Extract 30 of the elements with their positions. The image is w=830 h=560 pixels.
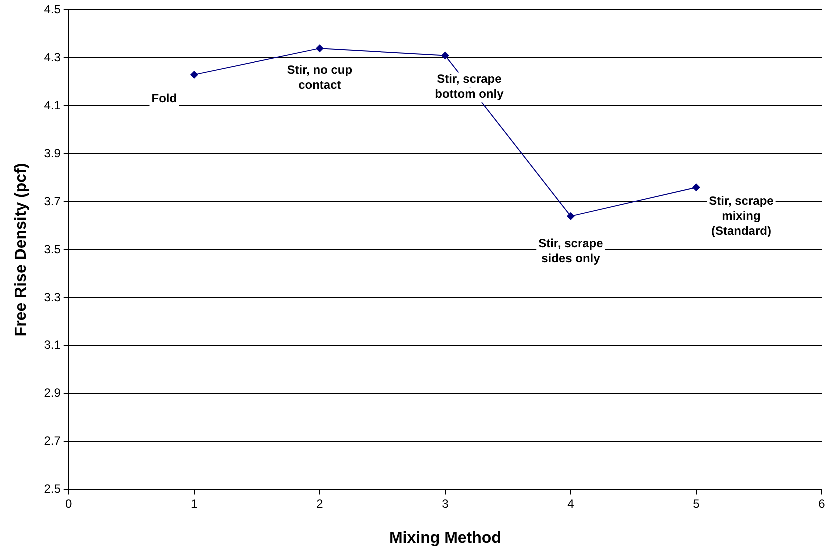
y-tick-label: 4.5 [44,2,62,17]
x-tick-label: 0 [66,497,73,512]
point [692,184,700,192]
x-axis-title: Mixing Method [389,530,502,547]
point [190,70,198,79]
y-tick-label: 4.1 [44,98,62,112]
point [316,44,324,53]
y-tick-label: 3.3 [44,290,62,304]
annotation: Fold [152,91,178,106]
annotation: Stir, scrape bottom only [435,72,504,102]
y-tick-label: 3.1 [44,338,62,352]
point [441,52,450,60]
x-tick-label: 2 [316,497,324,512]
annotation: Stir, no cup contact [287,62,353,92]
x-tick-label: 4 [568,497,575,512]
point [566,212,575,220]
x-tick-label: 6 [818,497,826,512]
x-tick-label: 5 [693,497,700,512]
y-tick-label: 3.7 [44,194,62,208]
y-axis-title: Free Rise Density (pcf) [13,163,30,337]
y-tick-label: 2.5 [44,482,62,496]
x-tick-label: 1 [191,497,198,512]
y-tick-label: 3.9 [44,146,62,160]
y-tick-label: 2.9 [44,386,62,400]
y-tick-label: 2.7 [44,434,62,448]
x-tick-label: 3 [442,497,450,512]
annotation: Stir, scrape mixing (Standard) [709,194,774,238]
annotation: Stir, scrape sides only [538,236,604,266]
y-tick-label: 4.3 [44,50,62,64]
y-tick-label: 3.5 [44,242,62,256]
